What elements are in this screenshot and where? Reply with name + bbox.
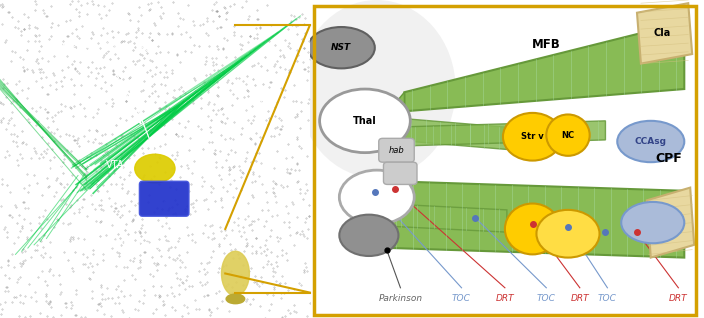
FancyBboxPatch shape <box>379 138 414 162</box>
Polygon shape <box>393 121 605 146</box>
Ellipse shape <box>339 215 398 256</box>
FancyBboxPatch shape <box>139 181 189 216</box>
Ellipse shape <box>134 154 175 183</box>
Text: MFB: MFB <box>42 163 63 174</box>
Text: TOC: TOC <box>452 294 471 303</box>
Ellipse shape <box>621 202 684 243</box>
Polygon shape <box>637 3 692 64</box>
Polygon shape <box>389 92 404 121</box>
Ellipse shape <box>339 170 414 224</box>
Ellipse shape <box>617 121 684 162</box>
Ellipse shape <box>308 27 375 68</box>
Ellipse shape <box>298 0 455 178</box>
Text: cg25: cg25 <box>154 196 175 205</box>
Polygon shape <box>381 204 507 232</box>
Text: NAcc: NAcc <box>144 164 165 173</box>
Text: Parkinson: Parkinson <box>378 294 422 303</box>
Polygon shape <box>404 22 684 111</box>
Text: MFB supérieur latéral: MFB supérieur latéral <box>62 42 167 53</box>
Ellipse shape <box>226 294 245 304</box>
Polygon shape <box>393 181 684 258</box>
Text: VTA: VTA <box>106 160 124 170</box>
Ellipse shape <box>536 210 600 258</box>
Text: DRT: DRT <box>669 294 688 303</box>
Text: MFB latéral médian: MFB latéral médian <box>76 240 172 250</box>
Text: Thal: Thal <box>353 116 377 126</box>
Ellipse shape <box>546 114 590 156</box>
Text: CI: CI <box>197 174 206 183</box>
Text: CPF: CPF <box>655 153 682 165</box>
Ellipse shape <box>503 113 562 161</box>
Text: Str v: Str v <box>521 132 544 141</box>
Text: TOC: TOC <box>598 294 617 303</box>
Text: NC: NC <box>561 131 574 140</box>
Text: CCAsg: CCAsg <box>635 137 667 146</box>
Text: DRT: DRT <box>496 294 514 303</box>
FancyBboxPatch shape <box>384 162 417 184</box>
Text: hab: hab <box>389 146 404 155</box>
Ellipse shape <box>222 251 249 296</box>
Text: MFB: MFB <box>532 38 560 51</box>
Ellipse shape <box>320 89 410 153</box>
Text: TOC: TOC <box>537 294 555 303</box>
Polygon shape <box>377 178 393 204</box>
Polygon shape <box>647 188 694 258</box>
Text: Cla: Cla <box>654 28 671 38</box>
Text: DRT: DRT <box>570 294 589 303</box>
Ellipse shape <box>505 204 560 254</box>
Text: NST: NST <box>332 43 351 52</box>
Text: CPF: CPF <box>248 97 266 107</box>
Polygon shape <box>393 118 507 149</box>
